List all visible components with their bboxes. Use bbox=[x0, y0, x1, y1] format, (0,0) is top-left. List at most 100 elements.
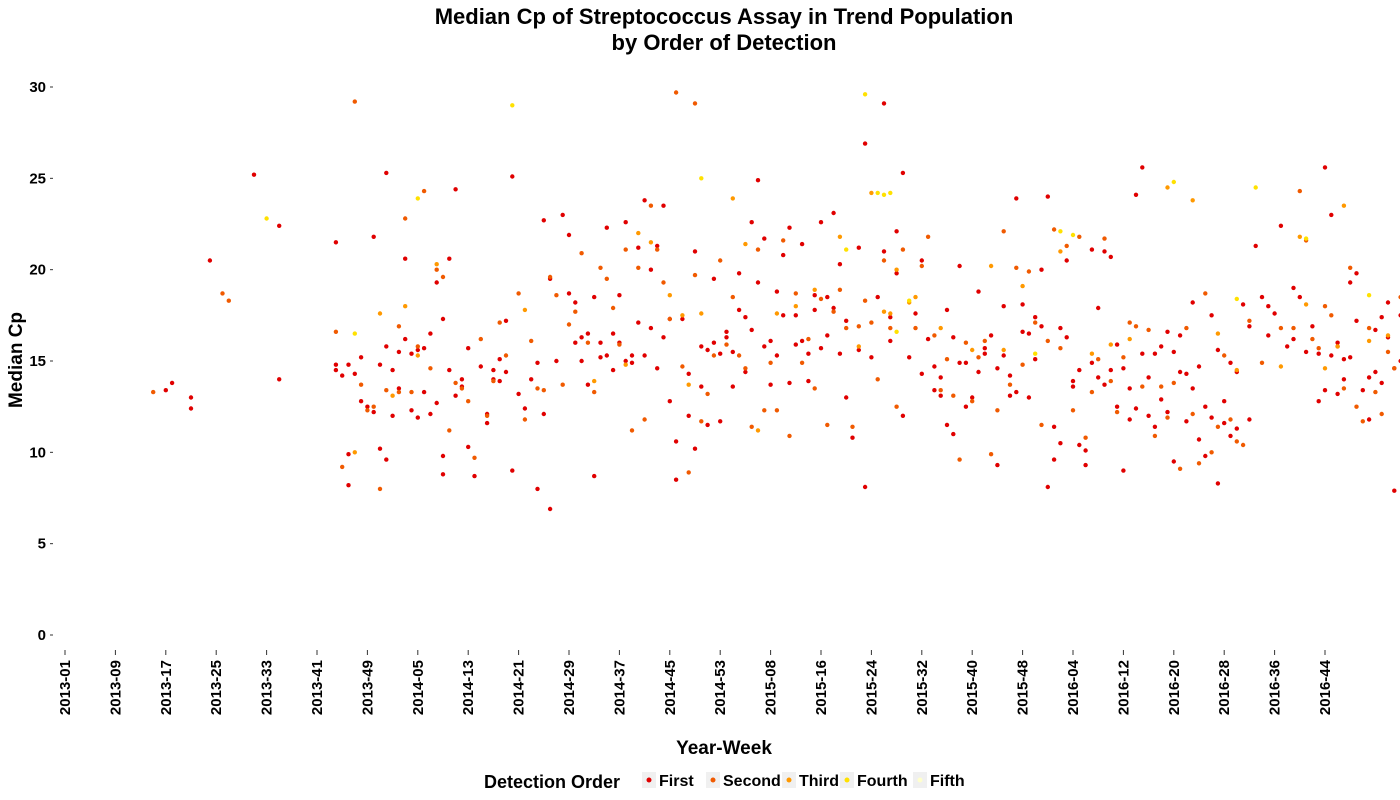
point-first bbox=[623, 358, 628, 364]
point-second bbox=[982, 338, 987, 344]
point-second bbox=[976, 355, 981, 360]
point-second bbox=[781, 238, 786, 243]
x-tick-label: 2013-09 bbox=[107, 660, 124, 715]
point-first bbox=[409, 408, 414, 413]
point-first bbox=[1341, 377, 1347, 382]
point-second bbox=[421, 188, 427, 194]
point-second bbox=[1177, 466, 1183, 471]
point-first bbox=[856, 245, 861, 250]
point-first bbox=[1096, 375, 1101, 380]
point-second bbox=[1385, 349, 1391, 355]
point-first bbox=[1291, 336, 1296, 342]
point-fourth bbox=[881, 192, 887, 197]
point-first bbox=[1108, 367, 1114, 373]
point-second bbox=[371, 404, 376, 409]
point-first bbox=[1379, 380, 1384, 386]
point-second bbox=[396, 324, 402, 329]
point-first bbox=[762, 344, 767, 349]
point-first bbox=[1108, 254, 1114, 260]
point-first bbox=[1285, 344, 1290, 349]
point-third bbox=[415, 353, 420, 358]
point-first bbox=[988, 333, 994, 338]
point-first bbox=[384, 170, 389, 176]
point-first bbox=[440, 472, 446, 477]
point-first bbox=[1045, 484, 1051, 490]
point-first bbox=[541, 411, 546, 417]
point-fourth bbox=[894, 329, 899, 334]
point-first bbox=[1058, 441, 1063, 446]
point-first bbox=[938, 393, 943, 398]
legend: Detection Order First Second Third Fourth Fi… bbox=[484, 772, 965, 792]
point-fourth bbox=[1033, 351, 1038, 356]
point-second bbox=[598, 265, 603, 270]
point-first bbox=[825, 294, 830, 300]
point-second bbox=[938, 388, 943, 393]
point-first bbox=[629, 353, 635, 358]
point-first bbox=[995, 462, 1000, 468]
y-tick-label: 20 bbox=[29, 262, 46, 279]
point-first bbox=[1020, 329, 1025, 334]
point-first bbox=[718, 419, 723, 424]
point-first bbox=[900, 170, 906, 176]
point-first bbox=[1064, 258, 1069, 263]
point-first bbox=[1039, 324, 1044, 329]
point-fourth bbox=[415, 196, 420, 201]
point-first bbox=[976, 369, 981, 375]
point-first bbox=[1190, 386, 1195, 391]
point-first bbox=[1177, 369, 1183, 375]
point-third bbox=[592, 378, 597, 384]
point-first bbox=[724, 329, 729, 334]
point-first bbox=[377, 362, 383, 367]
point-third bbox=[793, 304, 798, 309]
point-fourth bbox=[1253, 185, 1258, 190]
point-second bbox=[636, 265, 641, 270]
point-third bbox=[1001, 347, 1006, 353]
point-first bbox=[711, 276, 717, 281]
point-second bbox=[831, 309, 836, 314]
point-first bbox=[951, 431, 956, 437]
point-second bbox=[365, 408, 370, 413]
point-second bbox=[447, 428, 452, 433]
point-second bbox=[1070, 408, 1076, 413]
point-first bbox=[1064, 335, 1069, 340]
point-first bbox=[862, 484, 868, 490]
point-second bbox=[888, 325, 893, 331]
point-first bbox=[1348, 355, 1353, 360]
point-second bbox=[1058, 346, 1063, 351]
point-third bbox=[1385, 333, 1391, 338]
point-second bbox=[1259, 360, 1265, 365]
point-second bbox=[1033, 320, 1038, 325]
point-second bbox=[1215, 424, 1221, 429]
point-second bbox=[629, 428, 635, 433]
point-second bbox=[560, 382, 565, 387]
point-second bbox=[1140, 384, 1145, 389]
point-first bbox=[844, 318, 849, 323]
x-tick-label: 2016-04 bbox=[1065, 659, 1082, 715]
point-second bbox=[503, 353, 509, 358]
point-first bbox=[1278, 223, 1284, 228]
point-first bbox=[1335, 340, 1340, 345]
point-first bbox=[699, 384, 704, 389]
point-first bbox=[825, 333, 830, 338]
point-first bbox=[510, 468, 515, 473]
point-second bbox=[1354, 404, 1359, 409]
point-second bbox=[825, 422, 830, 428]
point-first bbox=[522, 406, 528, 411]
point-third bbox=[667, 293, 672, 298]
point-first bbox=[1146, 375, 1151, 380]
point-first bbox=[1007, 373, 1013, 378]
point-first bbox=[743, 315, 748, 320]
legend-key-first bbox=[646, 777, 652, 783]
point-first bbox=[610, 367, 616, 373]
point-first bbox=[932, 388, 937, 393]
point-third bbox=[988, 263, 994, 269]
point-first bbox=[875, 294, 880, 300]
point-second bbox=[749, 424, 754, 429]
point-first bbox=[636, 320, 641, 325]
point-first bbox=[1322, 165, 1328, 170]
point-second bbox=[692, 101, 698, 106]
point-third bbox=[403, 304, 408, 309]
point-first bbox=[358, 399, 364, 404]
point-second bbox=[988, 452, 994, 457]
point-first bbox=[447, 256, 452, 261]
